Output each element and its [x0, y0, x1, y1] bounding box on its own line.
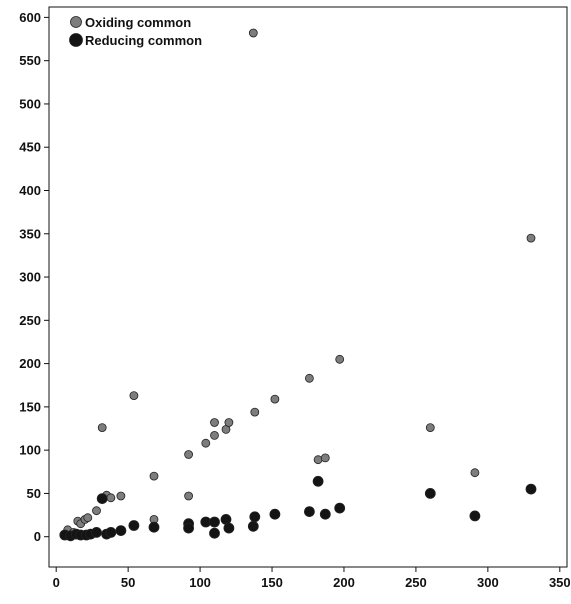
point-oxiding: [304, 373, 314, 383]
point-oxiding: [106, 493, 116, 503]
y-tick-label: 400: [19, 183, 41, 198]
y-tick-label: 50: [27, 486, 41, 501]
point-oxiding: [149, 471, 159, 481]
x-tick-label: 300: [477, 575, 499, 590]
point-oxiding: [210, 430, 219, 440]
legend-marker-reducing: [69, 33, 83, 47]
point-oxiding: [425, 423, 435, 433]
point-reducing: [209, 527, 220, 539]
point-oxiding: [526, 233, 536, 243]
legend-marker-oxiding: [70, 16, 82, 28]
point-reducing: [249, 511, 261, 523]
point-oxiding: [116, 491, 126, 501]
point-oxiding: [210, 418, 219, 427]
y-tick-label: 550: [19, 53, 41, 68]
y-tick-label: 200: [19, 356, 41, 371]
point-reducing: [148, 521, 160, 533]
y-tick-label: 500: [19, 96, 41, 111]
y-tick-label: 150: [19, 399, 41, 414]
point-reducing: [319, 508, 331, 520]
point-oxiding: [201, 438, 211, 448]
x-tick-label: 100: [189, 575, 211, 590]
point-reducing: [469, 510, 481, 522]
point-reducing: [269, 508, 281, 520]
point-oxiding: [320, 453, 330, 463]
y-tick-label: 450: [19, 140, 41, 155]
point-reducing: [312, 475, 324, 487]
x-axis-ticks: 0 50 100 150 200 250 300 350: [53, 567, 571, 590]
y-tick-label: 100: [19, 443, 41, 458]
plot-frame: [48, 6, 568, 568]
point-oxiding: [270, 394, 280, 404]
point-oxiding: [184, 450, 194, 459]
point-reducing: [96, 493, 108, 505]
point-oxiding: [129, 391, 139, 401]
point-reducing: [247, 520, 259, 532]
point-oxiding: [83, 513, 93, 523]
x-tick-label: 50: [121, 575, 135, 590]
legend-label-oxiding: Oxiding common: [85, 15, 191, 30]
point-reducing: [525, 483, 537, 495]
point-reducing: [334, 502, 346, 514]
point-reducing: [105, 527, 117, 538]
point-reducing: [183, 522, 195, 534]
y-tick-label: 300: [19, 270, 41, 285]
point-oxiding: [92, 506, 101, 516]
point-oxiding: [470, 468, 480, 478]
point-reducing: [91, 527, 102, 538]
y-tick-label: 0: [34, 529, 41, 544]
point-oxiding: [248, 28, 258, 38]
x-tick-label: 350: [549, 575, 571, 590]
x-tick-label: 200: [333, 575, 355, 590]
point-oxiding: [184, 491, 194, 501]
point-reducing: [223, 522, 235, 534]
point-oxiding: [313, 455, 323, 465]
x-tick-label: 250: [405, 575, 427, 590]
point-oxiding: [335, 354, 345, 364]
point-reducing: [128, 520, 140, 531]
point-oxiding: [224, 418, 234, 427]
y-tick-label: 250: [19, 313, 41, 328]
legend-label-reducing: Reducing common: [85, 33, 202, 48]
point-reducing: [115, 525, 127, 536]
y-tick-label: 350: [19, 226, 41, 241]
legend: Oxiding common Reducing common: [69, 15, 202, 48]
point-oxiding: [97, 423, 107, 433]
y-tick-label: 600: [19, 10, 41, 25]
x-tick-label: 0: [53, 575, 60, 590]
data-points: [59, 28, 537, 542]
point-reducing: [209, 516, 220, 528]
point-reducing: [424, 487, 436, 499]
point-oxiding: [250, 407, 260, 417]
x-tick-label: 150: [261, 575, 283, 590]
point-reducing: [303, 506, 315, 518]
y-axis-ticks: 0 50 100 150 200 250 300 350 400 450 500 550 600: [19, 10, 49, 544]
